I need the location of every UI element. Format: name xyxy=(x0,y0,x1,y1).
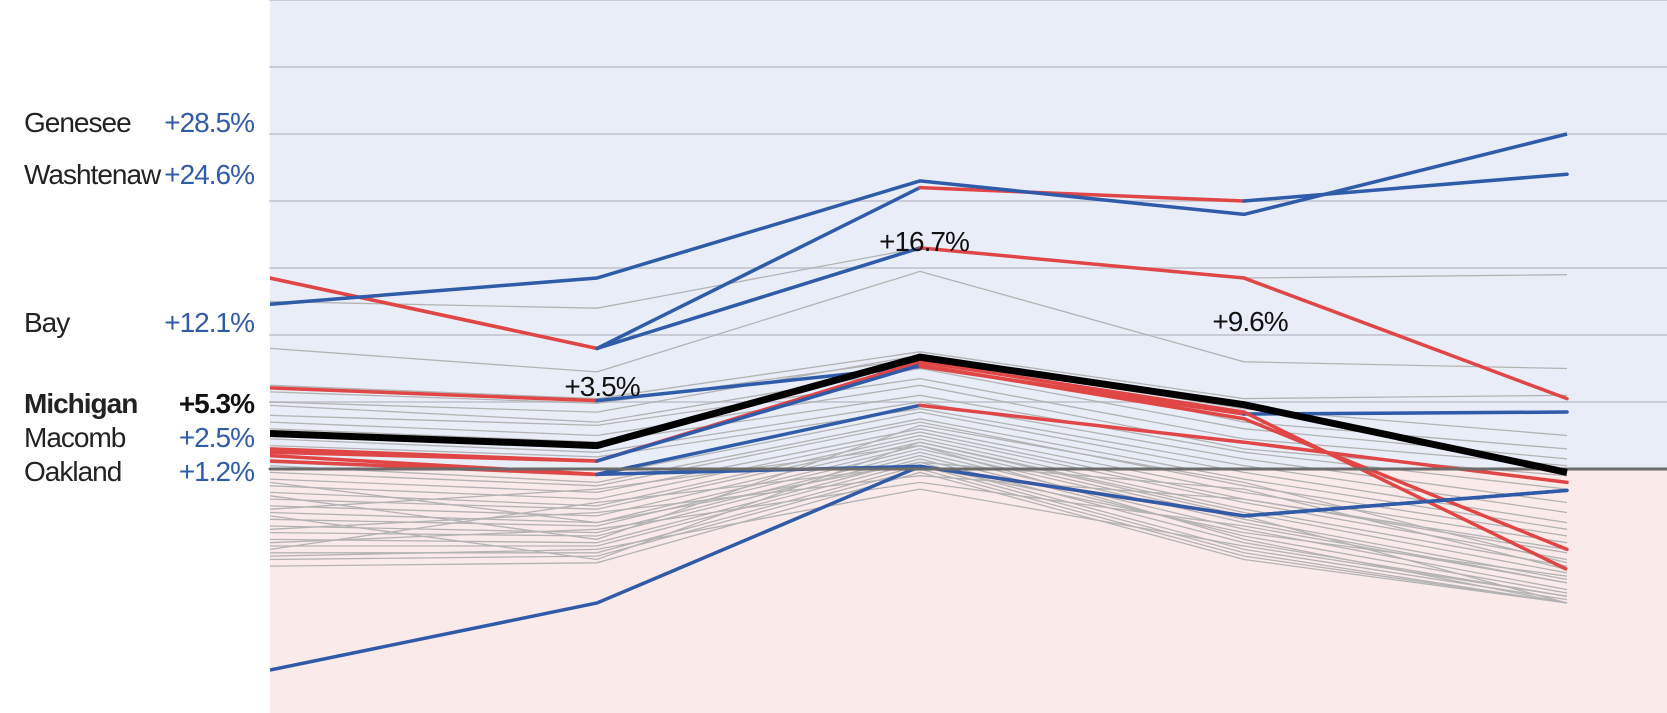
county-line xyxy=(270,408,1568,514)
county-line xyxy=(270,367,1568,460)
highlight-segment xyxy=(1242,417,1569,552)
county-line xyxy=(270,461,1568,571)
county-label-oakland: Oakland xyxy=(24,456,122,487)
highlight-segment xyxy=(270,453,599,477)
highlight-segment xyxy=(1242,276,1569,401)
highlight-segment xyxy=(270,386,599,403)
michigan-trend-line xyxy=(270,353,1568,476)
highlight-segment xyxy=(1242,172,1569,203)
highlight-segment xyxy=(595,403,922,477)
county-line xyxy=(270,351,1568,400)
county-value-bay: +12.1% xyxy=(164,307,255,338)
county-line xyxy=(270,451,1568,591)
negative-zone xyxy=(270,469,1667,713)
county-line xyxy=(270,471,1568,604)
highlight-segment xyxy=(270,450,599,463)
highlight-segment xyxy=(918,403,1246,444)
county-label-macomb: Macomb xyxy=(24,422,126,453)
county-line xyxy=(270,384,1568,477)
county-line xyxy=(270,488,1568,597)
county-line xyxy=(270,377,1568,467)
highlight-segment xyxy=(918,246,1246,280)
highlight-line xyxy=(270,132,1568,306)
michigan-line xyxy=(270,353,1568,476)
michigan-annotation-4: +9.6% xyxy=(1212,306,1288,337)
highlight-segment xyxy=(1242,440,1569,485)
highlight-segment xyxy=(595,363,922,463)
county-line xyxy=(270,438,1568,567)
county-value-washtenaw: +24.6% xyxy=(164,159,255,190)
highlight-segment xyxy=(918,185,1246,203)
county-line xyxy=(270,424,1568,564)
michigan-annotation-3: +16.7% xyxy=(879,226,970,257)
county-line xyxy=(270,448,1568,584)
county-value-macomb: +2.5% xyxy=(178,422,255,453)
county-line xyxy=(270,441,1568,604)
county-label-genesee: Genesee xyxy=(24,107,132,138)
county-line xyxy=(270,401,1568,504)
county-line xyxy=(270,444,1568,604)
positive-zone xyxy=(270,0,1667,469)
highlight-segment xyxy=(595,246,922,351)
michigan-annotation-2: +3.5% xyxy=(564,371,640,402)
county-line xyxy=(270,434,1568,561)
county-value-oakland: +1.2% xyxy=(178,456,255,487)
highlight-line xyxy=(270,464,1568,672)
highlight-segment xyxy=(595,185,922,351)
state-label-michigan: Michigan xyxy=(24,388,138,419)
highlight-segment xyxy=(918,363,1246,421)
county-line xyxy=(270,421,1568,537)
county-line xyxy=(270,418,1568,530)
gridlines xyxy=(269,0,1667,403)
state-value-michigan: +5.3% xyxy=(178,388,255,419)
county-label-washtenaw: Washtenaw xyxy=(24,159,161,190)
highlight-segment xyxy=(270,276,599,351)
county-value-genesee: +28.5% xyxy=(164,107,255,138)
background-zones xyxy=(270,0,1667,713)
county-line xyxy=(270,454,1568,594)
county-label-bay: Bay xyxy=(24,307,70,338)
county-line xyxy=(270,270,1568,373)
